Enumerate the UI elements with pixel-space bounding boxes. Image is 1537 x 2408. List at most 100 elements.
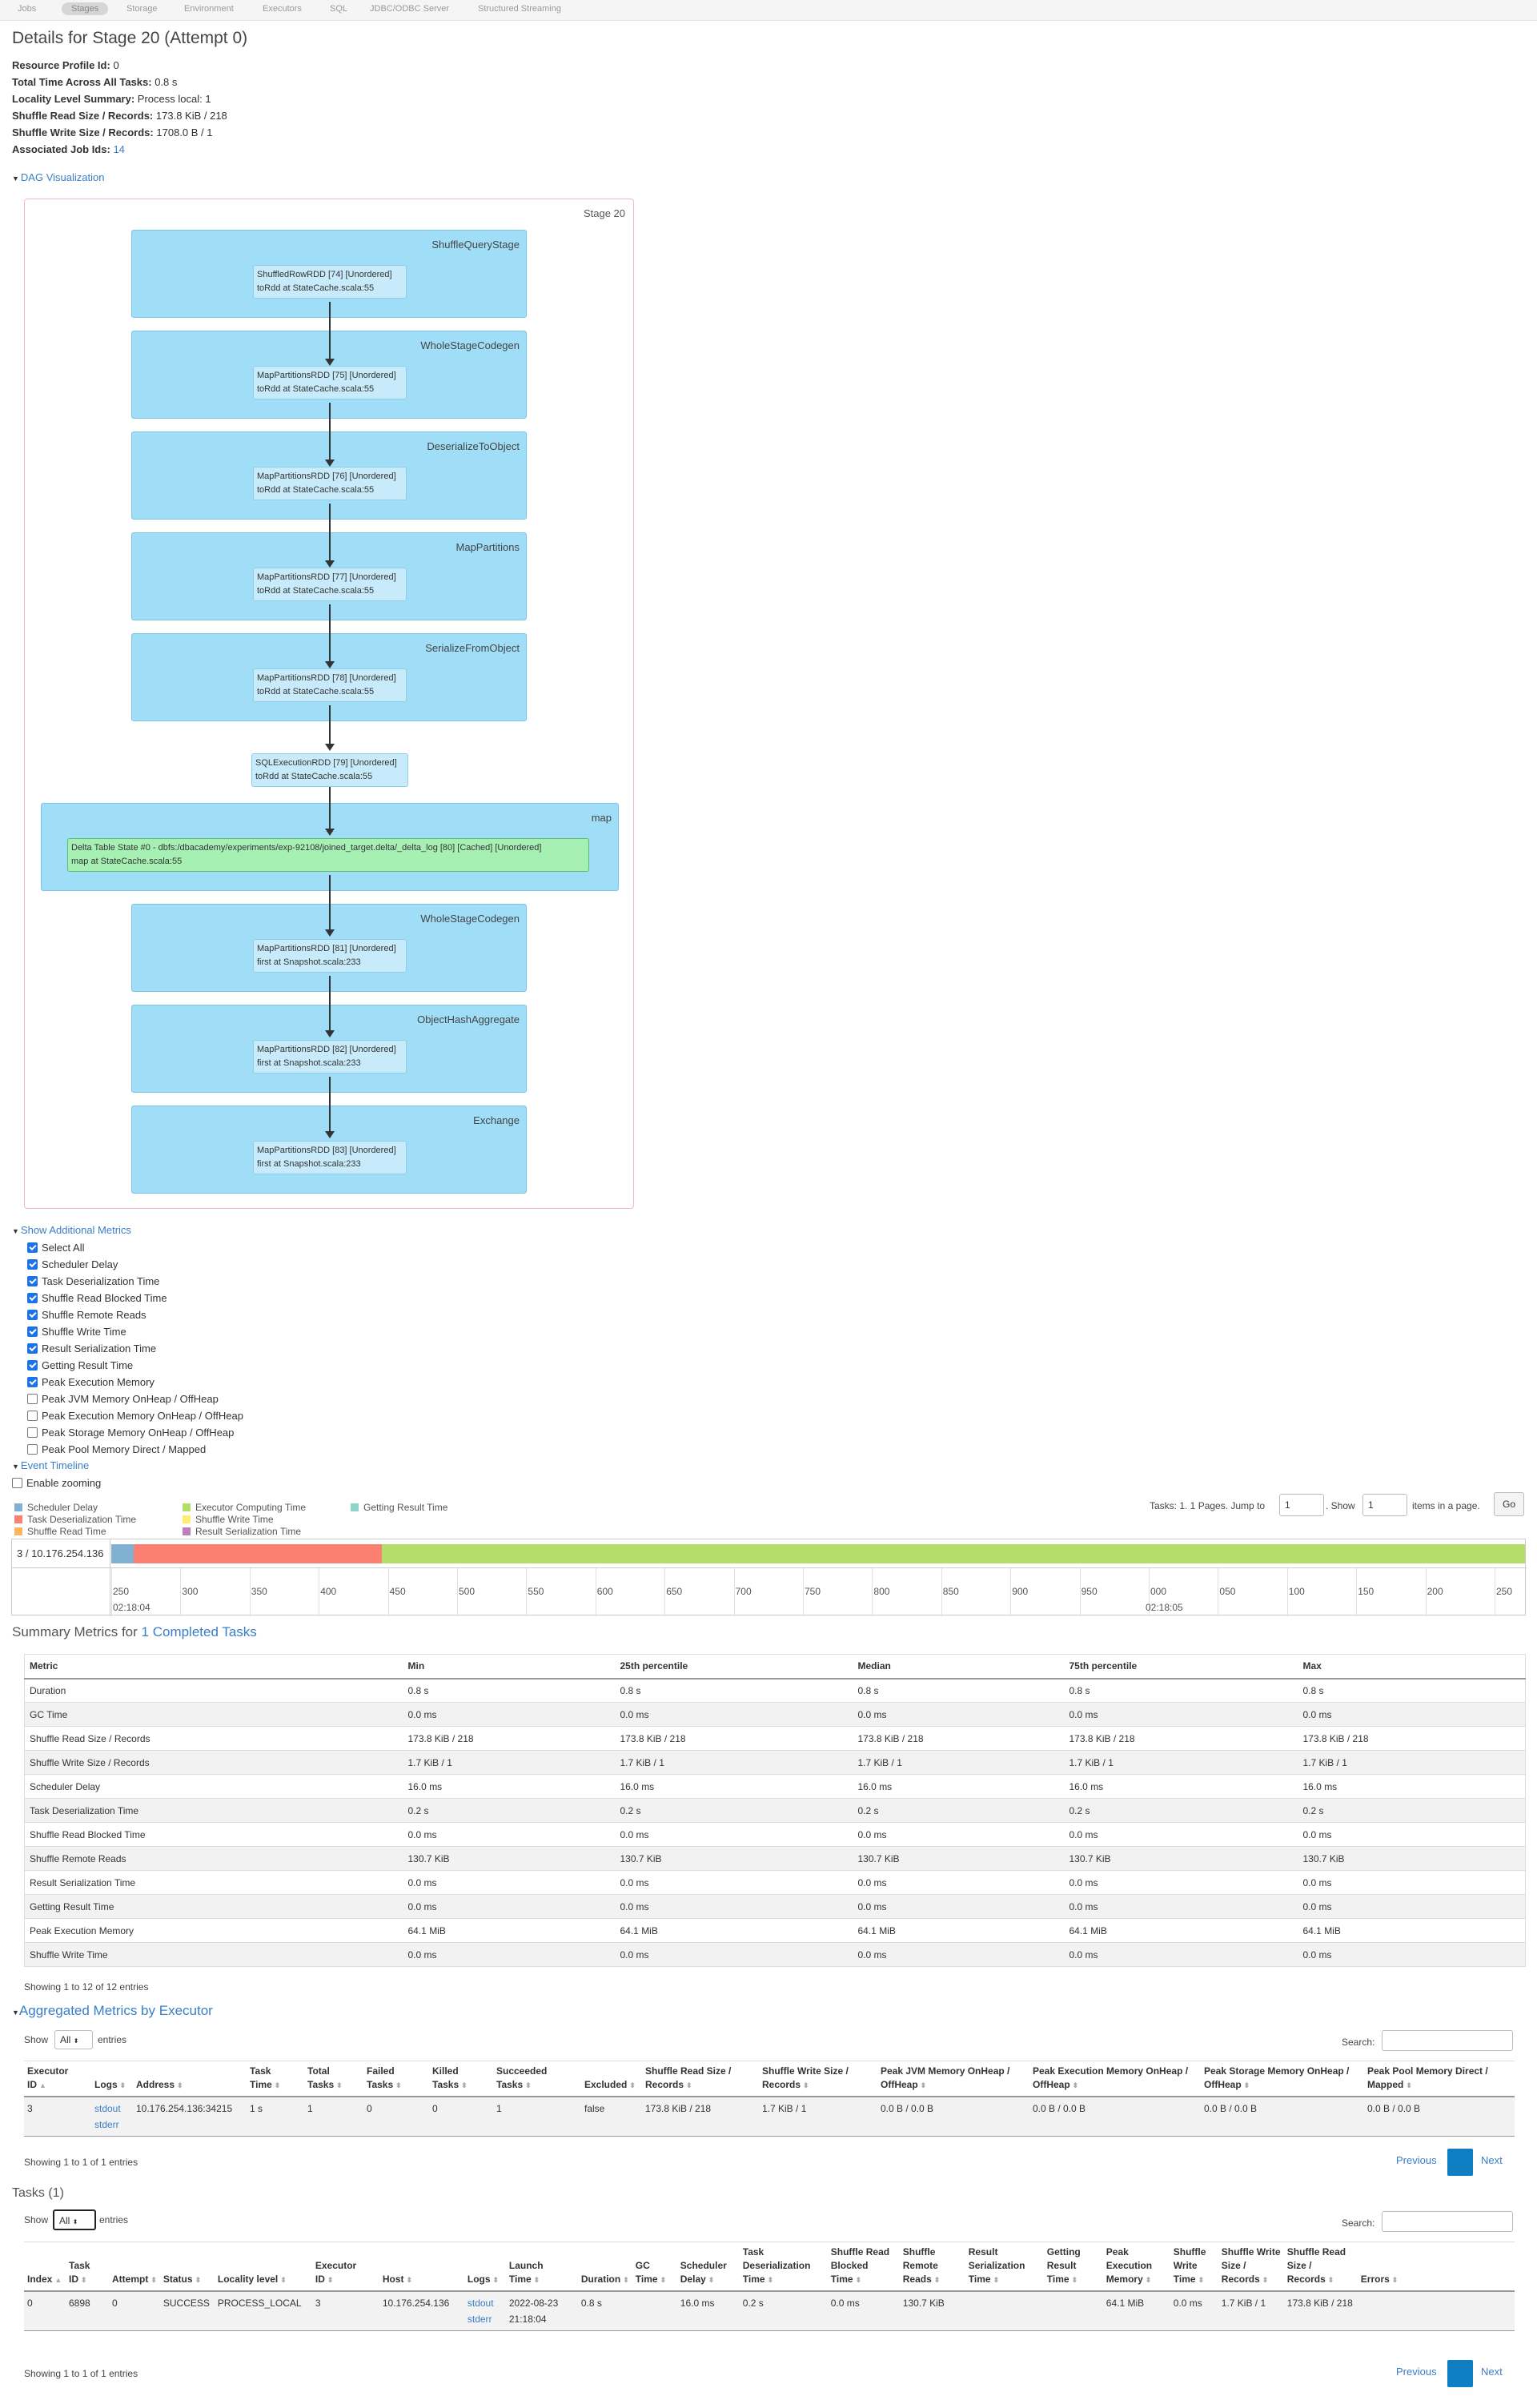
col-header[interactable]: 75th percentile [1065,1655,1298,1679]
tasks-previous-button[interactable]: Previous [1388,2360,1445,2383]
nav-tab-stages[interactable]: Stages [62,2,108,15]
executors-toggle[interactable]: ▼Aggregated Metrics by Executor [12,2003,213,2019]
col-header[interactable]: Status ⬍ [160,2242,215,2292]
nav-tab-jdbc[interactable]: JDBC/ODBC Server [370,4,449,14]
checkbox-icon[interactable] [27,1293,38,1303]
metric-checkbox[interactable]: Peak Storage Memory OnHeap / OffHeap [27,1427,234,1439]
executors-current-page[interactable] [1447,2149,1473,2176]
col-header[interactable]: GC Time ⬍ [632,2242,677,2292]
col-header[interactable]: Shuffle Read Size / Records ⬍ [642,2061,759,2097]
metric-checkbox[interactable]: Shuffle Remote Reads [27,1309,146,1321]
dag-node[interactable]: MapPartitionsRDD [75] [Unordered] toRdd a… [253,366,407,399]
dag-toggle[interactable]: ▼ DAG Visualization [12,171,104,183]
col-header[interactable]: Duration ⬍ [578,2242,632,2292]
checkbox-icon[interactable] [27,1394,38,1404]
checkbox-icon[interactable] [27,1360,38,1371]
col-header[interactable]: Address ⬍ [133,2061,247,2097]
executors-search-input[interactable] [1382,2030,1513,2051]
col-header[interactable]: Task ID ⬍ [66,2242,109,2292]
executors-next-button[interactable]: Next [1473,2149,1511,2172]
checkbox-icon[interactable] [27,1310,38,1320]
col-header[interactable]: Shuffle Write Size / Records ⬍ [1218,2242,1284,2292]
checkbox-icon[interactable] [27,1411,38,1421]
metric-checkbox[interactable]: Task Deserialization Time [27,1275,159,1287]
dag-node-cached[interactable]: Delta Table State #0 - dbfs:/dbacademy/e… [67,838,589,872]
nav-tab-storage[interactable]: Storage [126,4,158,14]
dag-node[interactable]: MapPartitionsRDD [77] [Unordered] toRdd a… [253,568,407,601]
nav-tab-executors[interactable]: Executors [263,4,302,14]
nav-tab-jobs[interactable]: Jobs [18,4,36,14]
dag-node[interactable]: MapPartitionsRDD [78] [Unordered] toRdd a… [253,668,407,702]
col-header[interactable]: Min [403,1655,616,1679]
executors-previous-button[interactable]: Previous [1388,2149,1445,2172]
tasks-entries-select[interactable]: All ⬍ [53,2209,96,2230]
col-header[interactable]: Max [1298,1655,1526,1679]
executors-entries-select[interactable]: All ⬍ [54,2030,93,2049]
col-header[interactable]: Excluded ⬍ [581,2061,642,2097]
nav-tab-sql[interactable]: SQL [330,4,347,14]
metric-checkbox[interactable]: Peak Execution Memory [27,1376,155,1388]
nav-tab-environment[interactable]: Environment [184,4,234,14]
col-header[interactable]: Shuffle Read Size / Records ⬍ [1284,2242,1358,2292]
col-header[interactable]: Logs ⬍ [464,2242,506,2292]
col-header[interactable]: Launch Time ⬍ [506,2242,578,2292]
col-header[interactable]: Executor ID ⬍ [312,2242,379,2292]
tasks-current-page[interactable] [1447,2360,1473,2387]
timeline-bar-executor-computing[interactable] [382,1544,1525,1563]
job-id-link[interactable]: 14 [113,143,124,155]
timeline-bar-deserialization[interactable] [134,1544,382,1563]
enable-zooming-checkbox[interactable]: Enable zooming [12,1477,101,1489]
metric-checkbox[interactable]: Shuffle Read Blocked Time [27,1292,167,1304]
stderr-link[interactable]: stderr [94,2119,119,2130]
go-button[interactable]: Go [1494,1492,1524,1516]
metric-checkbox[interactable]: Peak Pool Memory Direct / Mapped [27,1443,206,1455]
dag-node[interactable]: ShuffledRowRDD [74] [Unordered] toRdd at … [253,265,407,299]
dag-node[interactable]: MapPartitionsRDD [82] [Unordered] first a… [253,1040,407,1074]
dag-node[interactable]: SQLExecutionRDD [79] [Unordered] toRdd at… [251,753,408,787]
metric-checkbox[interactable]: Select All [27,1242,84,1254]
col-header[interactable]: Peak Storage Memory OnHeap / OffHeap ⬍ [1201,2061,1364,2097]
col-header[interactable]: Shuffle Write Time ⬍ [1170,2242,1218,2292]
metric-checkbox[interactable]: Getting Result Time [27,1359,133,1371]
metric-checkbox[interactable]: Peak JVM Memory OnHeap / OffHeap [27,1393,219,1405]
col-header[interactable]: Metric [25,1655,403,1679]
metric-checkbox[interactable]: Peak Execution Memory OnHeap / OffHeap [27,1410,243,1422]
checkbox-icon[interactable] [27,1326,38,1337]
checkbox-icon[interactable] [27,1444,38,1455]
jump-page-input[interactable]: 1 [1279,1494,1324,1516]
nav-tab-structured-streaming[interactable]: Structured Streaming [478,4,561,14]
checkbox-icon[interactable] [27,1377,38,1387]
col-header[interactable]: Attempt ⬍ [109,2242,160,2292]
col-header[interactable]: Task Time ⬍ [247,2061,304,2097]
col-header[interactable]: Logs ⬍ [91,2061,133,2097]
items-per-page-input[interactable]: 1 [1362,1494,1407,1516]
col-header[interactable]: Errors ⬍ [1358,2242,1515,2292]
tasks-next-button[interactable]: Next [1473,2360,1511,2383]
col-header[interactable]: Task Deserialization Time ⬍ [740,2242,828,2292]
col-header[interactable]: Peak JVM Memory OnHeap / OffHeap ⬍ [877,2061,1029,2097]
checkbox-icon[interactable] [27,1242,38,1253]
stderr-link[interactable]: stderr [468,2314,492,2325]
col-header[interactable]: Peak Execution Memory ⬍ [1103,2242,1170,2292]
stdout-link[interactable]: stdout [94,2103,121,2114]
col-header[interactable]: Peak Pool Memory Direct / Mapped ⬍ [1364,2061,1515,2097]
col-header[interactable]: Locality level ⬍ [215,2242,312,2292]
col-header[interactable]: Shuffle Write Size / Records ⬍ [759,2061,877,2097]
dag-node[interactable]: MapPartitionsRDD [76] [Unordered] toRdd a… [253,467,407,500]
timeline-bar-scheduler-delay[interactable] [111,1544,134,1563]
checkbox-icon[interactable] [27,1259,38,1270]
col-header[interactable]: Executor ID ▲ [24,2061,91,2097]
checkbox-icon[interactable] [27,1343,38,1354]
metric-checkbox[interactable]: Shuffle Write Time [27,1326,126,1338]
col-header[interactable]: Shuffle Remote Reads ⬍ [900,2242,965,2292]
col-header[interactable]: Median [853,1655,1065,1679]
completed-tasks-link[interactable]: 1 Completed Tasks [142,1624,257,1639]
event-timeline-toggle[interactable]: ▼ Event Timeline [12,1459,89,1471]
col-header[interactable]: Host ⬍ [379,2242,464,2292]
tasks-search-input[interactable] [1382,2211,1513,2232]
additional-metrics-toggle[interactable]: ▼ Show Additional Metrics [12,1224,131,1236]
checkbox-icon[interactable] [27,1427,38,1438]
col-header[interactable]: Peak Execution Memory OnHeap / OffHeap ⬍ [1029,2061,1201,2097]
col-header[interactable]: Scheduler Delay ⬍ [677,2242,740,2292]
dag-node[interactable]: MapPartitionsRDD [83] [Unordered] first a… [253,1141,407,1174]
